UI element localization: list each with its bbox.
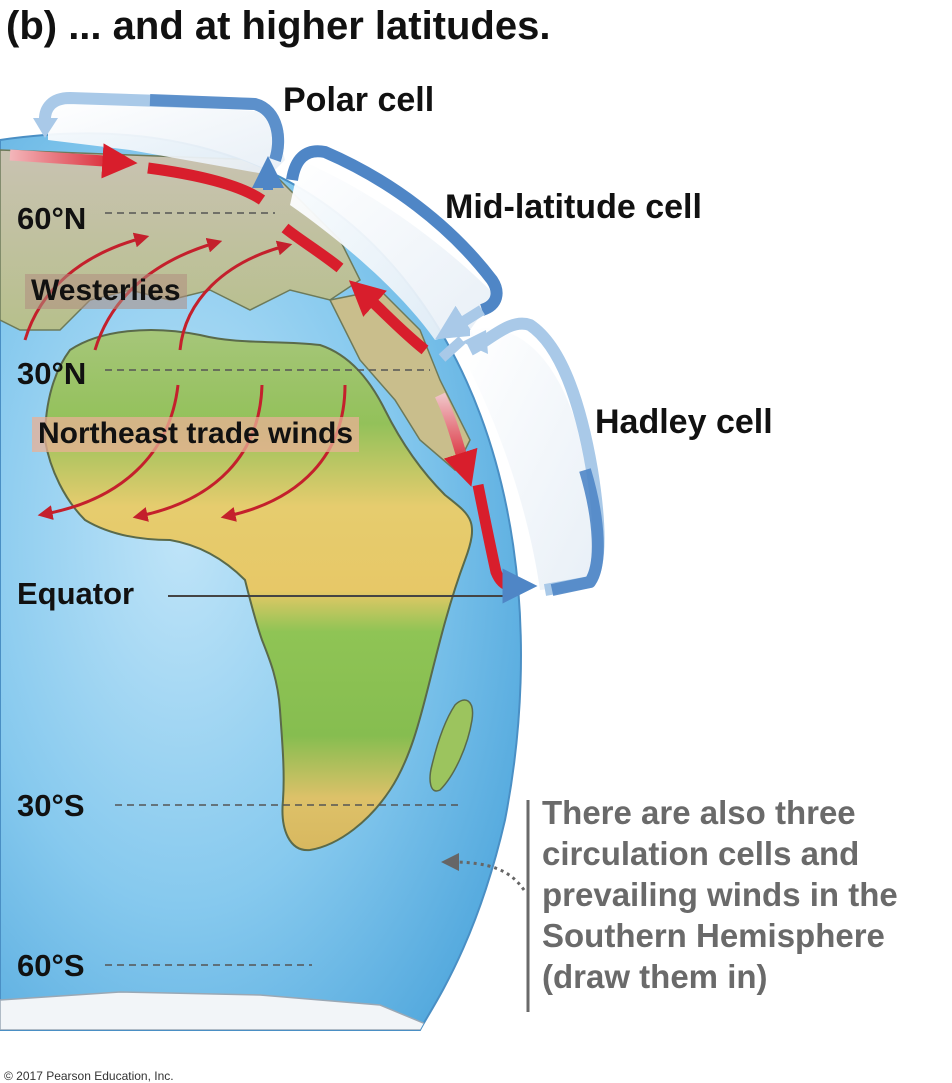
- lat-label-30n: 30°N: [17, 356, 87, 391]
- trade-wind-arrow: [220, 384, 347, 522]
- trade-wind-arrows: [37, 384, 347, 522]
- westerly-arrow: [178, 240, 293, 351]
- trade-wind-arrow: [37, 384, 180, 520]
- hadley-cell-label: Hadley cell: [595, 403, 773, 441]
- lat-label-30s: 30°S: [17, 788, 85, 823]
- lat-label-60n: 60°N: [17, 201, 87, 236]
- northeast-trade-winds-label: Northeast trade winds: [32, 417, 360, 452]
- latitude-lines: [105, 212, 458, 966]
- hadley-cell-left-head: [462, 330, 488, 354]
- polar-cell-left-head: [33, 118, 58, 138]
- lat-label-60s: 60°S: [17, 948, 85, 983]
- mid-latitude-cell-label: Mid-latitude cell: [445, 188, 702, 226]
- mid-latitude-cell-top-arrow: [286, 145, 503, 316]
- lat-label-equator: Equator: [17, 576, 135, 611]
- westerlies-label: Westerlies: [25, 274, 187, 309]
- mid-latitude-cell: [290, 160, 495, 340]
- polar-cell: [48, 100, 285, 175]
- mid-latitude-surface-flow-2: [281, 223, 344, 273]
- trade-wind-arrow: [132, 384, 264, 522]
- southern-hemisphere-note: There are also three circulation cells a…: [542, 794, 898, 995]
- figure-title: (b) ... and at higher latitudes.: [6, 4, 551, 48]
- madagascar: [429, 699, 474, 792]
- polar-surface-flow: [9, 143, 138, 179]
- mid-latitude-surface-flow: [348, 280, 429, 355]
- polar-cell-top-arrow-blue: [149, 94, 285, 162]
- polar-surface-flow-2: [147, 162, 266, 205]
- note-pointer-arrow: [441, 853, 526, 891]
- antarctica-edge: [0, 991, 441, 1031]
- hadley-cell: [470, 328, 597, 590]
- copyright-notice: © 2017 Pearson Education, Inc.: [4, 1069, 174, 1083]
- polar-cell-label: Polar cell: [283, 81, 435, 119]
- africa-landmass: [43, 329, 474, 852]
- hadley-cell-rise-arrow: [438, 336, 466, 362]
- mid-latitude-cell-right-arrow: [435, 305, 485, 340]
- hadley-cell-right-arrow-blue: [550, 468, 604, 596]
- hadley-surface-flow: [435, 392, 478, 487]
